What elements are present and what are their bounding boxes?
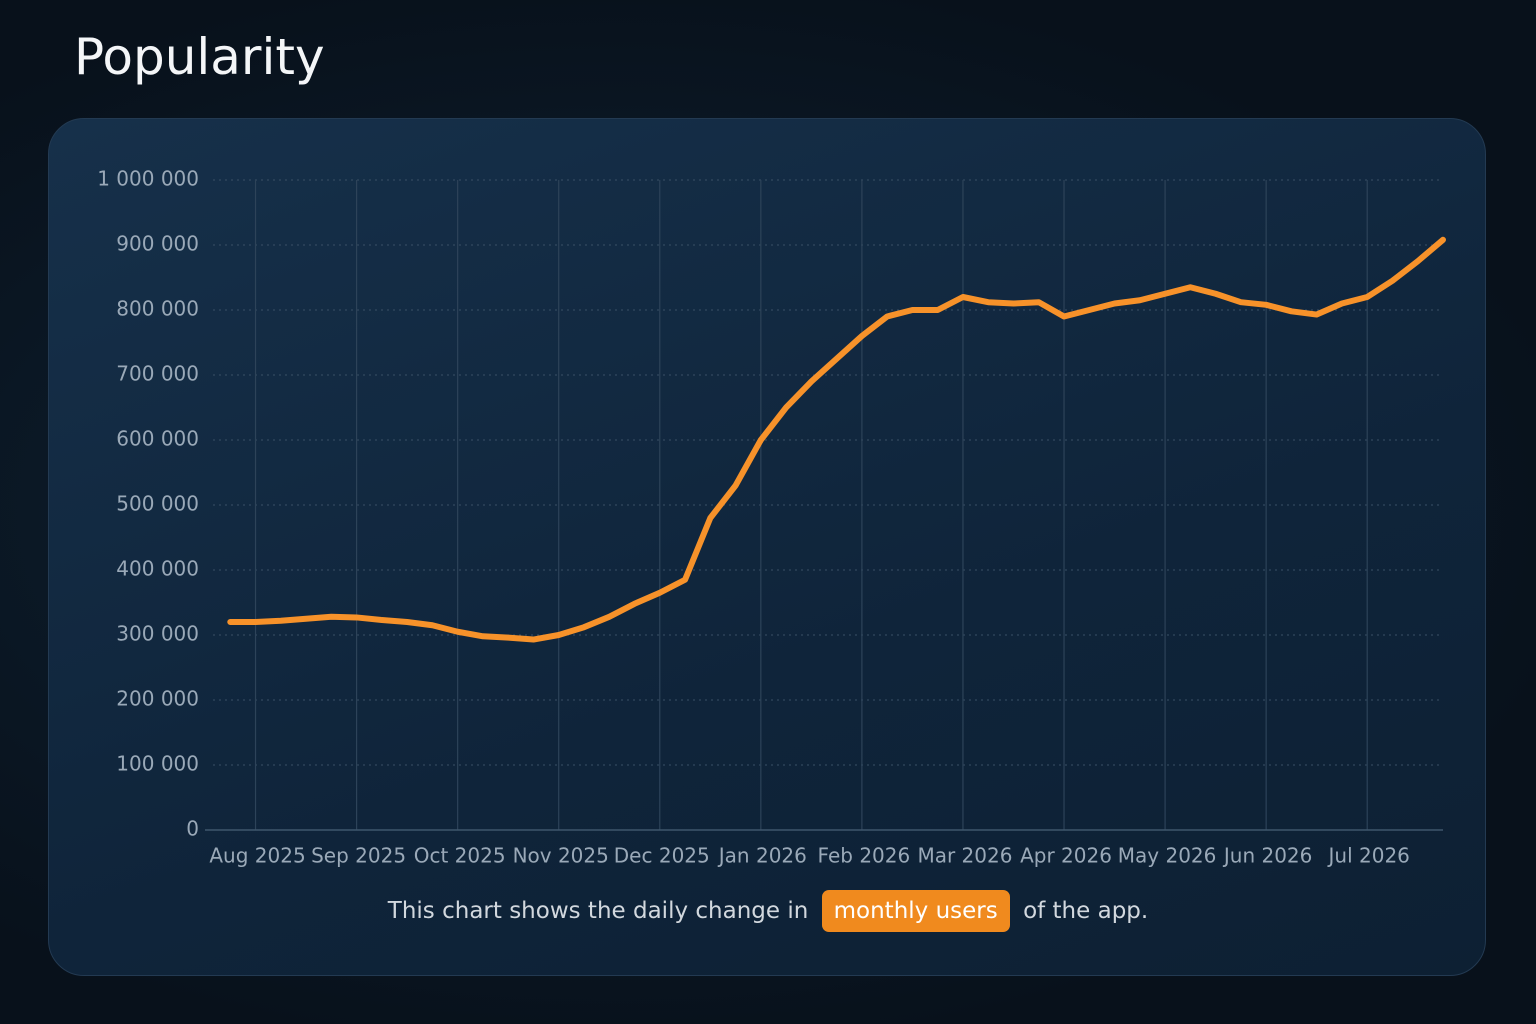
x-tick-label: May 2026: [1118, 844, 1217, 868]
x-tick-label: Oct 2025: [414, 844, 506, 868]
x-tick-label: Apr 2026: [1020, 844, 1112, 868]
x-tick-label: Sep 2025: [311, 844, 406, 868]
x-tick-label: Aug 2025: [209, 844, 305, 868]
y-tick-label: 600 000: [116, 427, 199, 451]
x-tick-label: Dec 2025: [614, 844, 710, 868]
y-tick-label: 300 000: [116, 622, 199, 646]
page-title: Popularity: [74, 28, 325, 86]
x-tick-label: Feb 2026: [818, 844, 911, 868]
data-line: [227, 236, 1446, 643]
x-tick-label: Nov 2025: [513, 844, 609, 868]
y-tick-label: 700 000: [116, 362, 199, 386]
y-tick-label: 200 000: [116, 687, 199, 711]
caption-text: of the app.: [1023, 898, 1149, 924]
x-tick-label: Jan 2026: [717, 844, 807, 868]
caption: This chart shows the daily change in mon…: [0, 890, 1536, 932]
y-tick-label: 900 000: [116, 232, 199, 256]
caption-highlight: monthly users: [821, 890, 1010, 932]
y-tick-label: 100 000: [116, 752, 199, 776]
y-tick-label: 500 000: [116, 492, 199, 516]
chart-card: [48, 118, 1486, 976]
y-tick-label: 800 000: [116, 297, 199, 321]
y-tick-label: 1 000 000: [97, 167, 199, 191]
x-tick-label: Jun 2026: [1222, 844, 1313, 868]
x-tick-label: Jul 2026: [1327, 844, 1410, 868]
y-tick-label: 400 000: [116, 557, 199, 581]
y-tick-label: 0: [186, 817, 199, 841]
caption-text: This chart shows the daily change in: [387, 898, 809, 924]
x-tick-label: Mar 2026: [917, 844, 1012, 868]
